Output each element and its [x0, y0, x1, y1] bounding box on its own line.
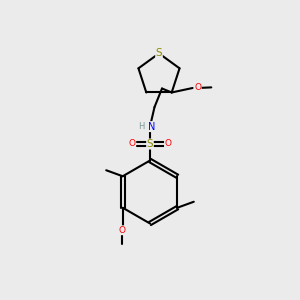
Text: N: N — [148, 122, 155, 132]
Text: O: O — [164, 140, 172, 148]
Text: O: O — [194, 83, 201, 92]
Text: S: S — [156, 48, 162, 59]
Text: O: O — [118, 226, 126, 235]
Text: H: H — [138, 122, 145, 131]
Text: O: O — [128, 140, 136, 148]
Text: S: S — [147, 139, 153, 149]
